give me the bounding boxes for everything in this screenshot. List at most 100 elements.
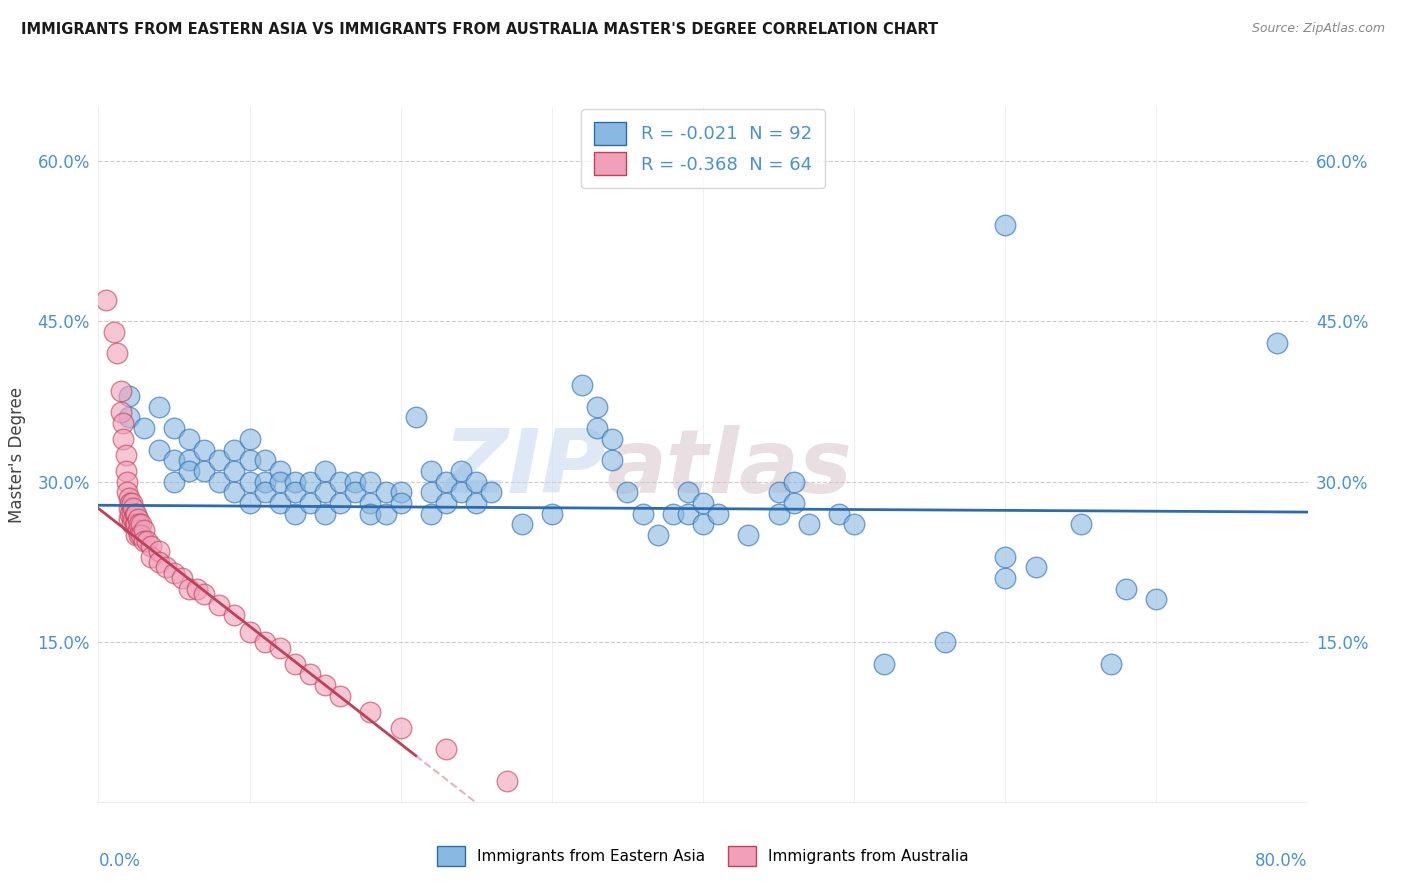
Point [284, 485, 307, 500]
Point [120, 496, 142, 510]
Point [148, 442, 170, 457]
Point [94, 293, 117, 307]
Point [269, 496, 291, 510]
Point [118, 410, 141, 425]
Point [1115, 582, 1137, 596]
Point [163, 475, 186, 489]
Point [465, 475, 488, 489]
Point [314, 485, 336, 500]
Point [873, 657, 896, 671]
Point [129, 517, 152, 532]
Point [125, 528, 148, 542]
Point [360, 496, 382, 510]
Point [114, 448, 136, 462]
Point [783, 496, 806, 510]
Point [647, 528, 669, 542]
Point [374, 507, 396, 521]
Point [135, 533, 157, 548]
Point [434, 742, 457, 756]
Point [844, 517, 866, 532]
Point [118, 389, 141, 403]
Point [239, 432, 262, 446]
Point [224, 442, 246, 457]
Point [269, 464, 291, 478]
Point [224, 608, 246, 623]
Point [405, 410, 427, 425]
Point [179, 464, 201, 478]
Point [495, 774, 517, 789]
Point [994, 218, 1017, 232]
Point [314, 678, 336, 692]
Point [163, 421, 186, 435]
Point [132, 523, 155, 537]
Point [329, 689, 352, 703]
Point [127, 523, 149, 537]
Point [253, 475, 276, 489]
Point [239, 453, 262, 467]
Point [269, 640, 291, 655]
Point [253, 485, 276, 500]
Point [141, 539, 163, 553]
Point [114, 464, 136, 478]
Point [934, 635, 956, 649]
Point [1099, 657, 1122, 671]
Point [299, 667, 322, 681]
Point [155, 560, 177, 574]
Point [299, 475, 322, 489]
Point [360, 705, 382, 719]
Point [224, 485, 246, 500]
Point [616, 485, 638, 500]
Point [797, 517, 820, 532]
Point [450, 464, 472, 478]
Point [186, 582, 208, 596]
Point [602, 453, 624, 467]
Point [239, 496, 262, 510]
Point [676, 507, 699, 521]
Point [208, 475, 231, 489]
Point [314, 507, 336, 521]
Point [129, 528, 152, 542]
Point [132, 533, 155, 548]
Point [314, 464, 336, 478]
Point [389, 496, 412, 510]
Point [344, 485, 367, 500]
Point [208, 598, 231, 612]
Text: 80.0%: 80.0% [1256, 852, 1308, 870]
Point [115, 475, 138, 489]
Point [374, 485, 396, 500]
Point [110, 384, 132, 398]
Point [692, 496, 714, 510]
Point [132, 421, 155, 435]
Point [115, 485, 138, 500]
Point [284, 475, 307, 489]
Point [994, 571, 1017, 585]
Point [329, 475, 352, 489]
Point [631, 507, 654, 521]
Point [737, 528, 759, 542]
Point [828, 507, 851, 521]
Point [103, 325, 125, 339]
Point [118, 491, 141, 505]
Point [125, 517, 148, 532]
Point [163, 566, 186, 580]
Point [122, 512, 145, 526]
Y-axis label: Master's Degree: Master's Degree [8, 387, 27, 523]
Point [120, 507, 142, 521]
Point [450, 485, 472, 500]
Point [121, 496, 143, 510]
Point [420, 464, 443, 478]
Point [125, 507, 148, 521]
Text: Source: ZipAtlas.com: Source: ZipAtlas.com [1251, 22, 1385, 36]
Point [1070, 517, 1092, 532]
Point [329, 496, 352, 510]
Point [128, 517, 150, 532]
Point [571, 378, 593, 392]
Point [783, 475, 806, 489]
Point [121, 517, 143, 532]
Point [179, 453, 201, 467]
Point [122, 501, 145, 516]
Point [434, 475, 457, 489]
Point [118, 512, 141, 526]
Point [284, 657, 307, 671]
Point [193, 464, 215, 478]
